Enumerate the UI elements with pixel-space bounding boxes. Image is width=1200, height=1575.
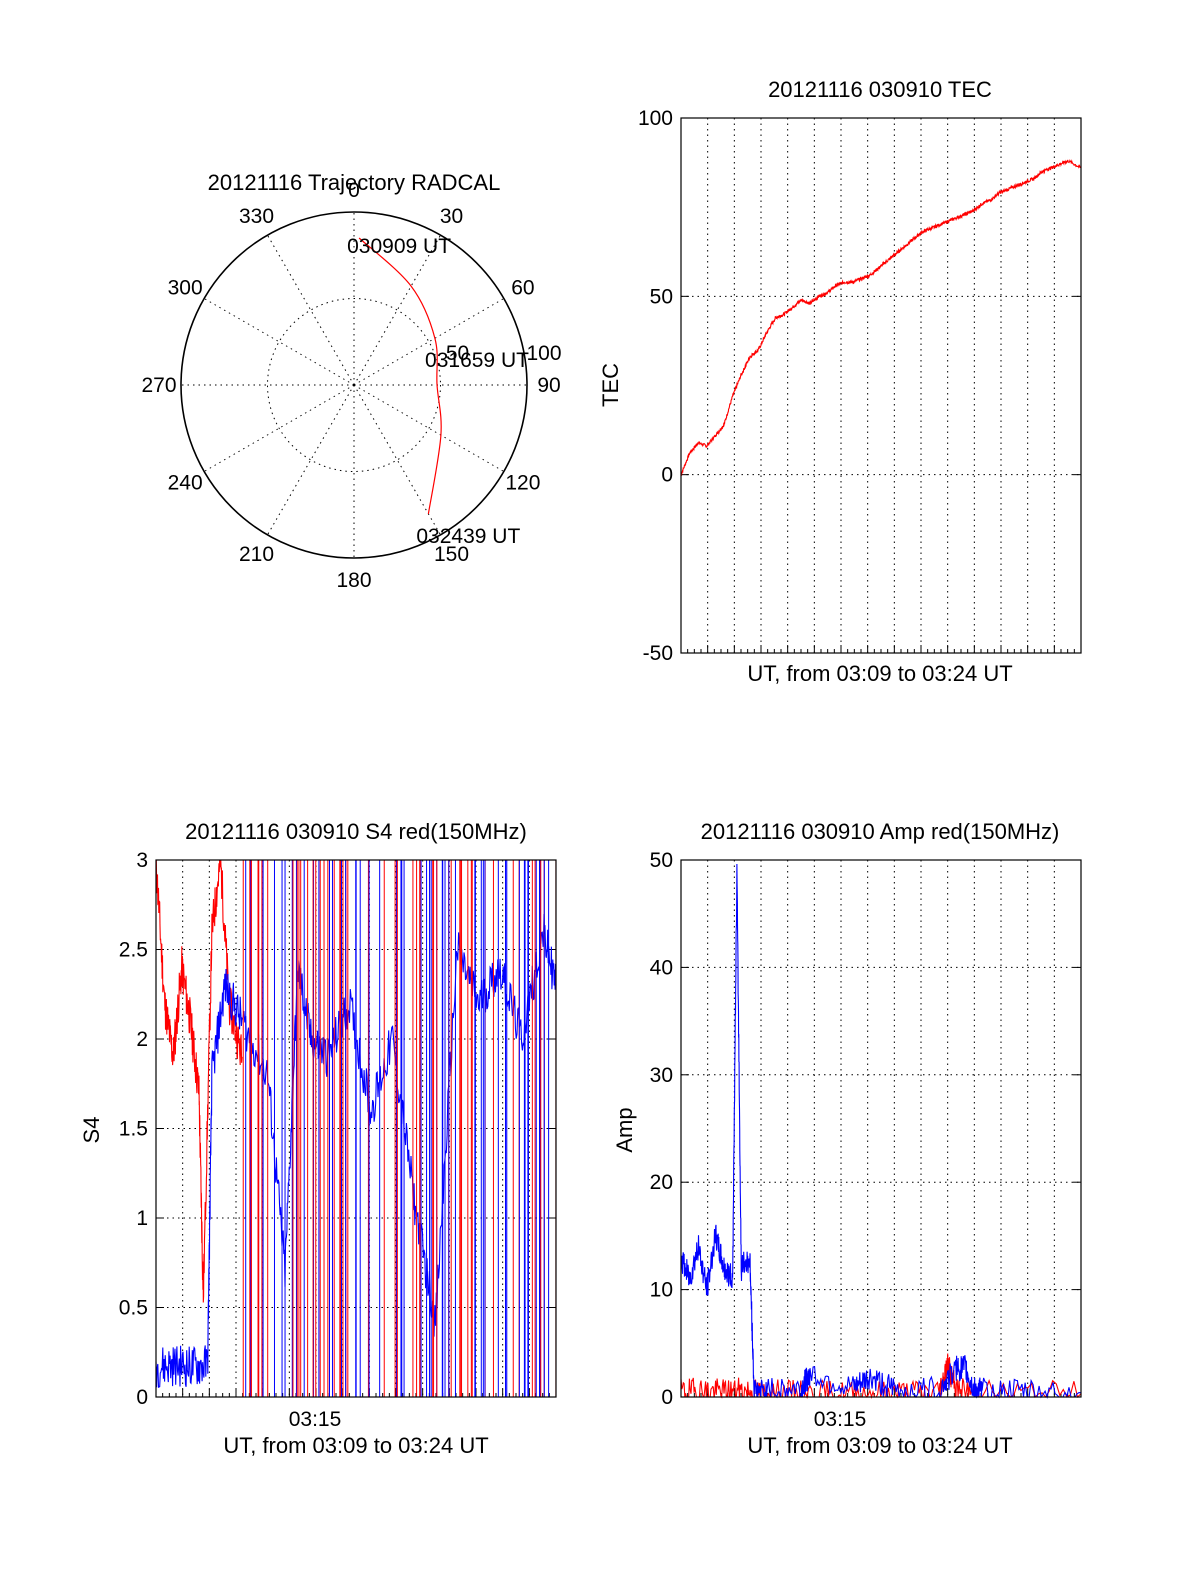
polar-spoke-210 <box>267 384 355 536</box>
polar-spoke-60 <box>353 298 505 386</box>
amp-ytick-label-3: 30 <box>650 1064 673 1087</box>
s4-y-axis-label: S4 <box>79 1117 104 1144</box>
s4-series <box>155 859 557 1397</box>
tec-series <box>680 159 1082 477</box>
polar-angle-label-120: 120 <box>505 472 540 495</box>
polar-angle-label-270: 270 <box>141 374 176 397</box>
tec-ytick-label-3: 100 <box>638 107 673 130</box>
amp-y-axis-label: Amp <box>612 1107 637 1152</box>
polar-angle-label-60: 60 <box>511 277 534 300</box>
polar-angle-label-30: 30 <box>440 205 463 228</box>
polar-angle-label-210: 210 <box>239 543 274 566</box>
tec-y-tick-labels: -50 0 50 100 <box>638 107 673 665</box>
amp-series <box>680 863 1082 1400</box>
tec-ytick-label-2: 50 <box>650 285 673 308</box>
tec-ytick-label-0: -50 <box>643 642 673 665</box>
s4-ytick-label-2: 1 <box>136 1207 148 1230</box>
polar-angle-label-90: 90 <box>537 374 560 397</box>
s4-ytick-label-5: 2.5 <box>119 939 148 962</box>
polar-time-label-3: 031659 UT <box>425 349 529 372</box>
amp-x-axis-label: UT, from 03:09 to 03:24 UT <box>747 1433 1012 1458</box>
s4-ytick-label-6: 3 <box>136 849 148 872</box>
polar-radius-label-50: 50 <box>446 342 469 365</box>
tec-grid <box>680 117 1082 654</box>
amp-series-blue-line <box>680 863 1082 1400</box>
amp-plot-frame <box>680 859 1082 1398</box>
polar-time-label-5: 032439 UT <box>416 525 520 548</box>
s4-grid <box>155 859 557 1398</box>
polar-radius-label-100: 100 <box>526 342 561 365</box>
polar-time-label-0: 030909 UT <box>347 235 451 258</box>
s4-ytick-label-1: 0.5 <box>119 1297 148 1320</box>
polar-spoke-30 <box>353 234 441 386</box>
polar-panel: 20121116 Trajectory RADCAL 0 30 60 90 120 150… <box>141 170 561 592</box>
amp-ytick-label-0: 0 <box>661 1386 673 1409</box>
amp-ytick-label-1: 10 <box>650 1279 673 1302</box>
amp-x-tick-label: 03:15 <box>814 1408 867 1431</box>
s4-series-red-line <box>155 859 243 1303</box>
polar-spoke-120 <box>353 384 505 472</box>
s4-ytick-label-0: 0 <box>136 1386 148 1409</box>
polar-angle-label-240: 240 <box>168 472 203 495</box>
polar-angle-label-300: 300 <box>168 277 203 300</box>
s4-ytick-label-3: 1.5 <box>119 1118 148 1141</box>
polar-trajectory <box>358 237 442 514</box>
amp-y-tick-labels: 0 10 20 30 40 50 <box>650 849 673 1409</box>
s4-ytick-label-4: 2 <box>136 1028 148 1051</box>
polar-angle-label-330: 330 <box>239 205 274 228</box>
tec-plot-frame <box>680 117 1082 654</box>
polar-angle-label-150: 150 <box>434 543 469 566</box>
polar-grid <box>181 212 527 558</box>
polar-spoke-330 <box>267 234 355 386</box>
tec-x-axis-label: UT, from 03:09 to 03:24 UT <box>747 661 1012 686</box>
tec-title: 20121116 030910 TEC <box>768 77 992 102</box>
s4-x-tick-label: 03:15 <box>289 1408 342 1431</box>
polar-angle-label-180: 180 <box>336 569 371 592</box>
s4-title: 20121116 030910 S4 red(150MHz) <box>185 819 527 844</box>
amp-grid <box>680 859 1082 1398</box>
s4-y-tick-labels: 0 0.5 1 1.5 2 2.5 3 <box>119 849 148 1409</box>
polar-angle-labels: 0 30 60 90 120 150 180 210 240 270 300 330 <box>141 179 560 592</box>
polar-spoke-150 <box>353 384 441 536</box>
polar-angle-label-0: 0 <box>348 179 360 202</box>
tec-y-axis-label: TEC <box>598 363 623 407</box>
amp-title: 20121116 030910 Amp red(150MHz) <box>701 819 1060 844</box>
amp-ytick-label-2: 20 <box>650 1171 673 1194</box>
polar-trajectory-line <box>358 237 442 514</box>
polar-spoke-300 <box>203 298 355 386</box>
polar-ring-50 <box>267 298 441 472</box>
tec-series-red-line <box>680 159 1082 477</box>
tec-panel: 20121116 030910 TEC -50 0 50 100 UT, from 0… <box>598 77 1082 686</box>
s4-x-axis-label: UT, from 03:09 to 03:24 UT <box>223 1433 488 1458</box>
s4-panel: 20121116 030910 S4 red(150MHz) 0 0.5 1 1.5 2… <box>79 819 557 1458</box>
amp-ytick-label-5: 50 <box>650 849 673 872</box>
polar-time-labels: 030909 UT 031659 UT 032439 UT <box>347 235 529 548</box>
polar-radius-labels: 50 100 <box>446 342 562 365</box>
polar-outer-circle <box>180 211 528 559</box>
s4-plot-frame <box>155 859 557 1398</box>
amp-panel: 20121116 030910 Amp red(150MHz) 0 10 20 30 4… <box>612 819 1082 1458</box>
polar-title: 20121116 Trajectory RADCAL <box>208 170 501 195</box>
amp-ytick-label-4: 40 <box>650 956 673 979</box>
polar-spoke-240 <box>203 384 355 472</box>
tec-ytick-label-1: 0 <box>661 464 673 487</box>
